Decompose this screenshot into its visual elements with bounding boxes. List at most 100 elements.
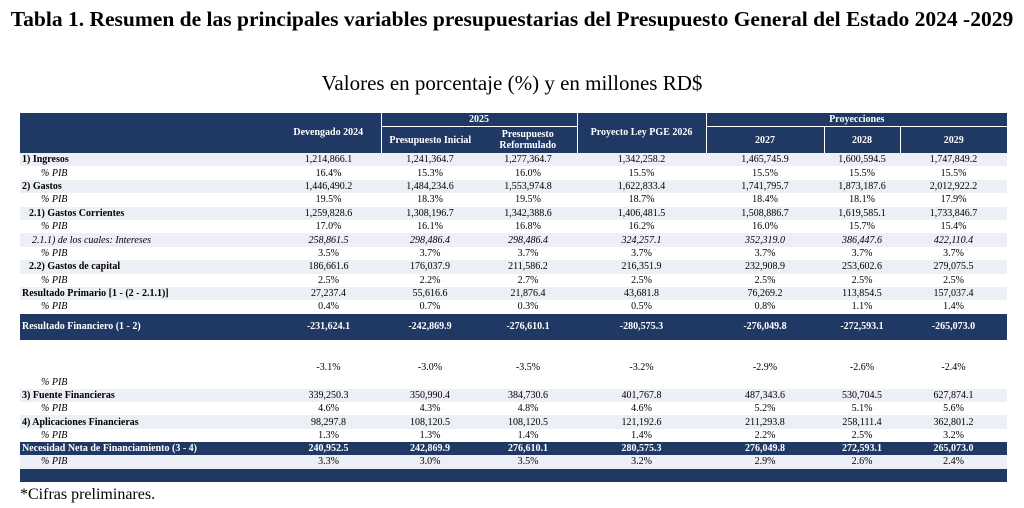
cell-value: 2.6%	[824, 455, 900, 469]
cell-value: 176,037.9	[381, 260, 479, 274]
cell-value: 384,730.6	[479, 388, 577, 403]
table-spacer-row	[20, 340, 1007, 355]
cell-value: 2.9%	[706, 455, 824, 469]
cell-value: 216,351.9	[577, 260, 706, 274]
row-label-ingresos: 1) Ingresos	[20, 153, 276, 167]
cell-value: -2.9%	[752, 361, 778, 373]
cell-value: 17.0%	[315, 221, 342, 233]
cell-value: 3.7%	[419, 247, 441, 259]
cell-value: 1,259,828.6	[276, 206, 381, 220]
cell-value: 2.5%	[754, 274, 776, 286]
table-row: 2) Gastos 1,446,490.2 1,484,234.6 1,553,…	[20, 179, 1008, 194]
bottom-bar-cell	[20, 468, 1008, 482]
cell-value: 242,869.9	[381, 442, 479, 456]
cell-value: 1,214,866.1	[276, 153, 381, 167]
header-blank	[20, 126, 276, 153]
cell-value: 16.0%	[752, 221, 778, 233]
cell-value: 352,319.0	[706, 233, 824, 247]
header-blank	[20, 113, 276, 127]
cell-value: 1,277,364.7	[479, 153, 577, 167]
footnote: *Cifras preliminares.	[20, 486, 156, 503]
cell-value: 1.3%	[318, 430, 339, 442]
cell-value: 5.1%	[851, 403, 873, 415]
cell-value: 2.5%	[851, 430, 873, 442]
header-proyecto-ley: Proyecto Ley PGE 2026	[576, 126, 706, 153]
header-blank	[576, 113, 706, 127]
cell-value: 279,075.5	[900, 260, 1008, 274]
cell-value: 1,619,585.1	[824, 206, 900, 220]
cell-value: 18.7%	[628, 194, 655, 206]
cell-value: -2.6%	[849, 361, 875, 373]
row-label-pib: % PIB	[20, 455, 276, 469]
cell-value: -2.4%	[941, 361, 966, 373]
cell-value: 16.8%	[515, 221, 541, 233]
cell-value: 253,602.6	[824, 260, 900, 274]
cell-value: 15.4%	[940, 221, 967, 233]
cell-value: 3.7%	[631, 247, 652, 259]
cell-value: 2.5%	[943, 274, 964, 286]
row-label-pib: % PIB	[41, 430, 68, 442]
cell-value: 0.5%	[631, 301, 652, 313]
cell-value: 0.4%	[318, 301, 339, 313]
cell-value: 16.1%	[417, 221, 443, 233]
cell-value: 3.3%	[276, 455, 381, 469]
row-label-pib: % PIB	[41, 301, 68, 313]
cell-value: 1,446,490.2	[276, 179, 381, 194]
cell-value: 19.5%	[515, 194, 541, 206]
table-row: 2.1) Gastos Corrientes 1,259,828.6 1,308…	[20, 206, 1008, 220]
cell-value: 3.2%	[943, 430, 964, 442]
cell-value: 1,508,886.7	[706, 206, 824, 220]
cell-value: 16.0%	[515, 167, 541, 179]
cell-value: 487,343.6	[706, 388, 824, 403]
header-blank	[276, 113, 381, 127]
cell-value: 272,593.1	[824, 442, 900, 456]
row-label-gastos: 2) Gastos	[20, 179, 276, 194]
row-label-fuentes: 3) Fuente Financieras	[20, 388, 276, 403]
cell-value: 15.5%	[940, 167, 967, 179]
cell-value: 211,586.2	[479, 260, 577, 274]
cell-value: 2.2%	[754, 430, 776, 442]
cell-value: 16.4%	[315, 167, 342, 179]
cell-value: 19.5%	[315, 194, 342, 206]
cell-value: 4.6%	[318, 403, 339, 415]
table-row: % PIB 0.4% 0.7% 0.3% 0.5% 0.8% 1.1% 1.4%	[20, 300, 1007, 313]
cell-value: 422,110.4	[900, 233, 1008, 247]
row-label-necesidad-neta: Necesidad Neta de Financiamiento (3 - 4)	[20, 442, 276, 456]
cell-value: -265,073.0	[900, 313, 1008, 340]
cell-value: 43,681.8	[577, 286, 706, 301]
header-devengado-2024: Devengado 2024	[276, 126, 381, 153]
cell-value: 2.5%	[631, 274, 652, 286]
cell-value: 1,873,187.6	[824, 179, 900, 194]
row-label-intereses: 2.1.1) de los cuales: Intereses	[20, 233, 276, 247]
cell-value: 15.7%	[849, 221, 875, 233]
table-row: % PIB 16.4% 15.3% 16.0% 15.5% 15.5% 15.5…	[20, 166, 1007, 179]
row-label-pib: % PIB	[41, 221, 68, 233]
header-group-2025: 2025	[380, 113, 577, 127]
row-label-gastos-capital: 2.2) Gastos de capital	[20, 260, 276, 274]
cell-value: 18.1%	[849, 194, 875, 206]
table-row: Resultado Financiero (1 - 2) -231,624.1 …	[20, 313, 1008, 340]
cell-value: -242,869.9	[381, 313, 479, 340]
cell-value: 2.5%	[851, 274, 873, 286]
table-row: 2.1.1) de los cuales: Intereses 258,861.…	[20, 233, 1008, 247]
table-bottom-bar	[20, 468, 1008, 482]
table-row: % PIB 3.5% 3.7% 3.7% 3.7% 3.7% 3.7% 3.7%	[20, 247, 1007, 260]
header-row-columns: Devengado 2024 Presupuesto Inicial Presu…	[20, 126, 1008, 153]
cell-value: 2.2%	[419, 274, 441, 286]
cell-value: 4.8%	[517, 403, 539, 415]
cell-value: 2.4%	[900, 455, 1008, 469]
cell-value: 15.5%	[628, 167, 655, 179]
cell-value: 2.5%	[318, 274, 339, 286]
table-subtitle: Valores en porcentaje (%) y en millones …	[321, 71, 703, 95]
cell-value: 55,616.6	[381, 286, 479, 301]
row-label-pib: % PIB	[41, 376, 68, 388]
cell-value: 401,767.8	[577, 388, 706, 403]
cell-value: 3.7%	[754, 247, 776, 259]
cell-value: 2.7%	[517, 274, 539, 286]
table-row: 2.2) Gastos de capital 186,661.6 176,037…	[20, 260, 1008, 274]
row-label-resultado-primario: Resultado Primario [1 - (2 - 2.1.1)]	[20, 286, 276, 301]
cell-value: 232,908.9	[706, 260, 824, 274]
cell-value: 21,876.4	[479, 286, 577, 301]
cell-value: 258,111.4	[824, 415, 900, 429]
budget-table: 2025 Proyecciones Devengado 2024 Presupu…	[20, 113, 1008, 482]
